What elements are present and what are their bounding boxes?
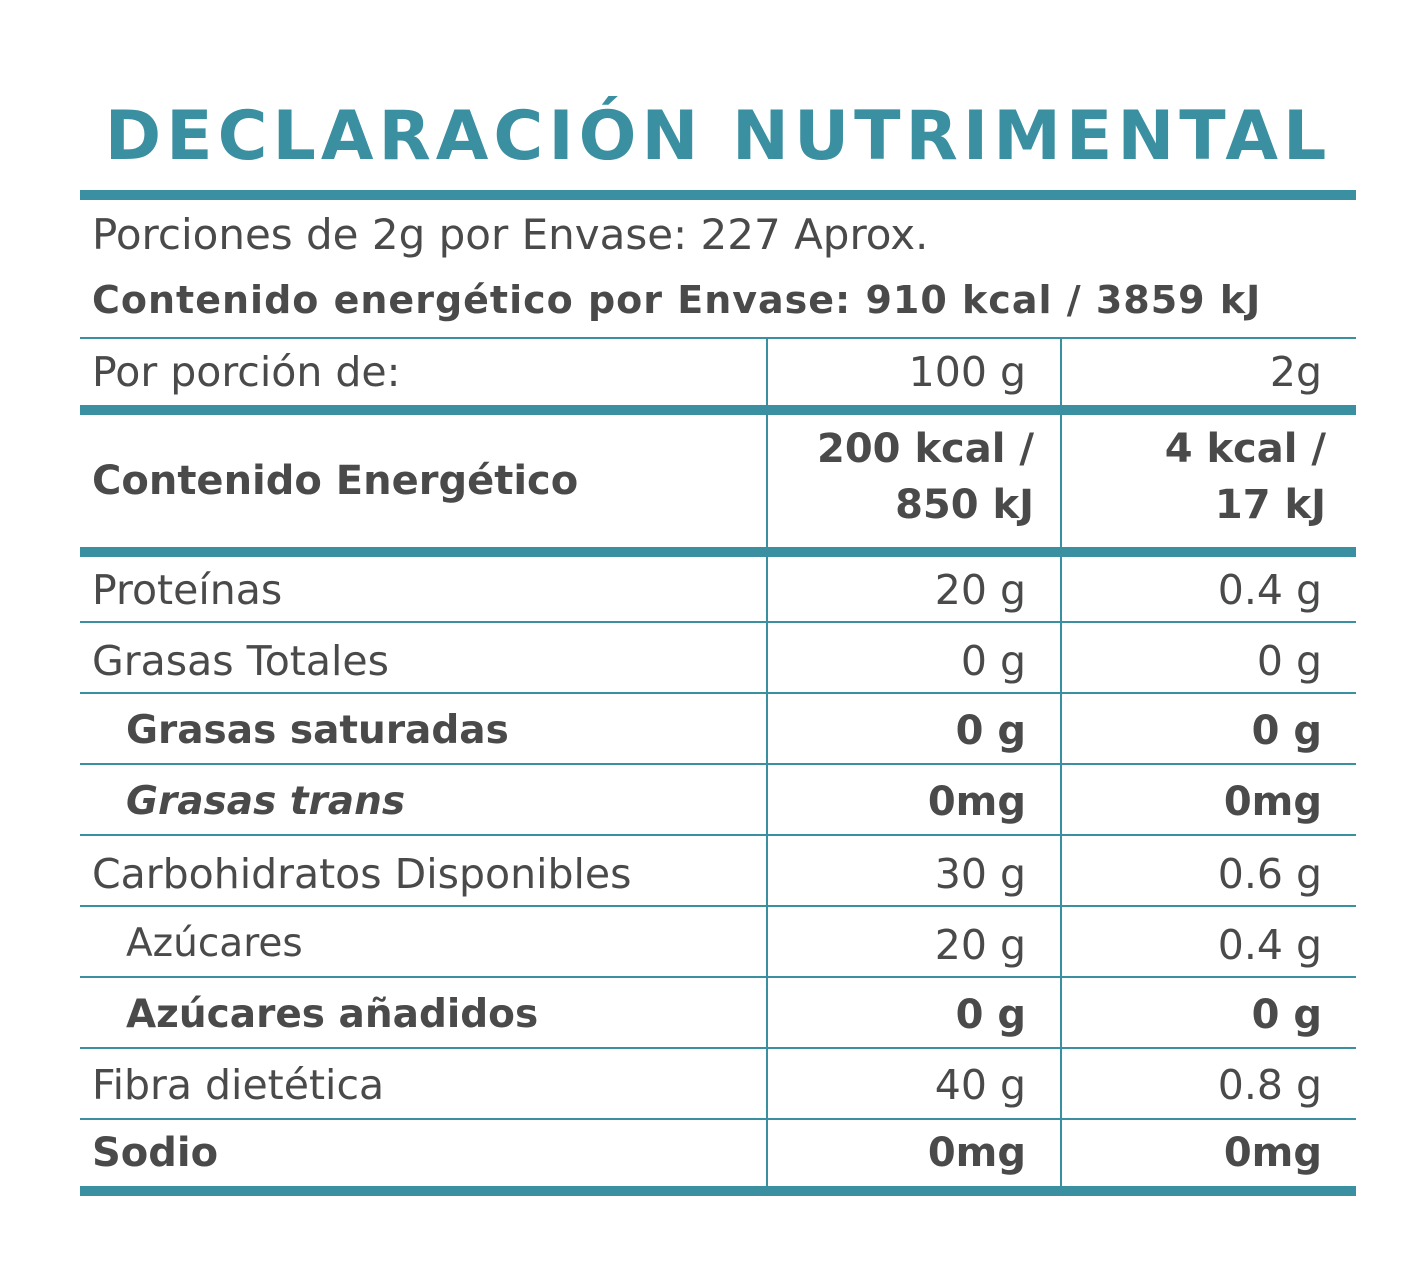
row-value-100g: 0mg [927,1130,1026,1176]
row-value-2g: 0 g [1256,637,1322,685]
rule-thick [80,405,1356,415]
row-value-100g: 20 g [934,921,1026,969]
rule-thin [80,621,1356,623]
row-value-100g: 20 g [934,566,1026,614]
row-value-2g: 0 g [1251,708,1322,754]
row-label-sodium: Sodio [92,1130,219,1176]
energy-per-package: Contenido energético por Envase: 910 kca… [92,278,1262,322]
energy-2g-line1: 4 kcal / [1164,426,1326,472]
column-divider [1060,338,1062,1188]
serving-header-100g: 100 g [908,348,1026,396]
row-value-2g: 0.4 g [1217,921,1322,969]
row-value-2g: 0.6 g [1217,850,1322,898]
rule-thin [80,905,1356,907]
row-value-2g: 0.8 g [1217,1061,1322,1109]
row-value-100g: 0mg [927,779,1026,825]
row-label-protein: Proteínas [92,566,283,614]
row-value-2g: 0 g [1251,992,1322,1038]
energy-2g-line2: 17 kJ [1214,482,1326,528]
rule-thin [80,976,1356,978]
servings-per-package: Porciones de 2g por Envase: 227 Aprox. [92,210,929,259]
row-label-trans-fat: Grasas trans [126,779,406,824]
energy-100g-line2: 850 kJ [895,482,1034,528]
rule-thin [80,692,1356,694]
energy-100g-line1: 200 kcal / [817,426,1034,472]
row-value-2g: 0mg [1223,1130,1322,1176]
label-title: DECLARACIÓN NUTRIMENTAL [104,97,1332,176]
serving-header-2g: 2g [1269,348,1322,396]
row-label-total-fat: Grasas Totales [92,637,389,685]
row-value-100g: 0 g [960,637,1026,685]
rule-thin [80,1047,1356,1049]
rule-thin [80,337,1356,339]
nutrition-table: Porciones de 2g por Envase: 227 Aprox. C… [80,190,1356,1198]
row-value-2g: 0mg [1223,779,1322,825]
row-label-sugars: Azúcares [126,921,303,966]
row-label-added-sugars: Azúcares añadidos [126,992,539,1037]
row-label-carbohydrates: Carbohidratos Disponibles [92,850,632,898]
row-value-2g: 0.4 g [1217,566,1322,614]
energy-label: Contenido Energético [92,458,579,504]
rule-top [80,190,1356,200]
rule-thick [80,547,1356,557]
row-value-100g: 0 g [955,708,1026,754]
column-divider [766,338,768,1188]
row-value-100g: 0 g [955,992,1026,1038]
rule-bottom [80,1186,1356,1196]
rule-thin [80,834,1356,836]
serving-header-label: Por porción de: [92,348,401,396]
row-value-100g: 30 g [934,850,1026,898]
row-value-100g: 40 g [934,1061,1026,1109]
rule-thin [80,763,1356,765]
row-label-fiber: Fibra dietética [92,1061,385,1109]
rule-thin [80,1118,1356,1120]
row-label-saturated-fat: Grasas saturadas [126,708,509,753]
